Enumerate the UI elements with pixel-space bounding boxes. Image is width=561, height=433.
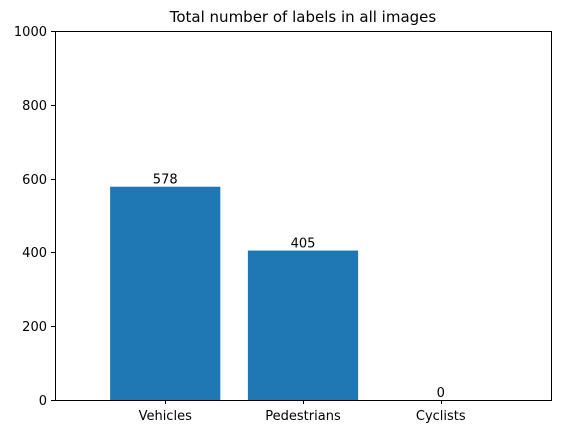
- data-label: 0: [437, 386, 445, 401]
- data-label: 578: [153, 173, 178, 188]
- y-tick-label: 1000: [14, 25, 47, 40]
- y-tick-label: 0: [39, 394, 47, 409]
- y-axis: 0 200 400 600 800 1000: [14, 25, 55, 409]
- bar-pedestrians: [248, 251, 358, 400]
- y-tick-label: 600: [22, 173, 47, 188]
- x-axis: Vehicles Pedestrians Cyclists: [139, 400, 466, 424]
- bars: [110, 187, 358, 400]
- x-tick-label: Cyclists: [416, 409, 466, 424]
- y-tick-label: 400: [22, 246, 47, 261]
- data-label: 405: [291, 237, 316, 252]
- y-tick-label: 200: [22, 320, 47, 335]
- y-tick-label: 800: [22, 99, 47, 114]
- x-tick-label: Pedestrians: [265, 409, 341, 424]
- bar-vehicles: [110, 187, 220, 400]
- chart-title: Total number of labels in all images: [169, 8, 437, 26]
- x-tick-label: Vehicles: [139, 409, 192, 424]
